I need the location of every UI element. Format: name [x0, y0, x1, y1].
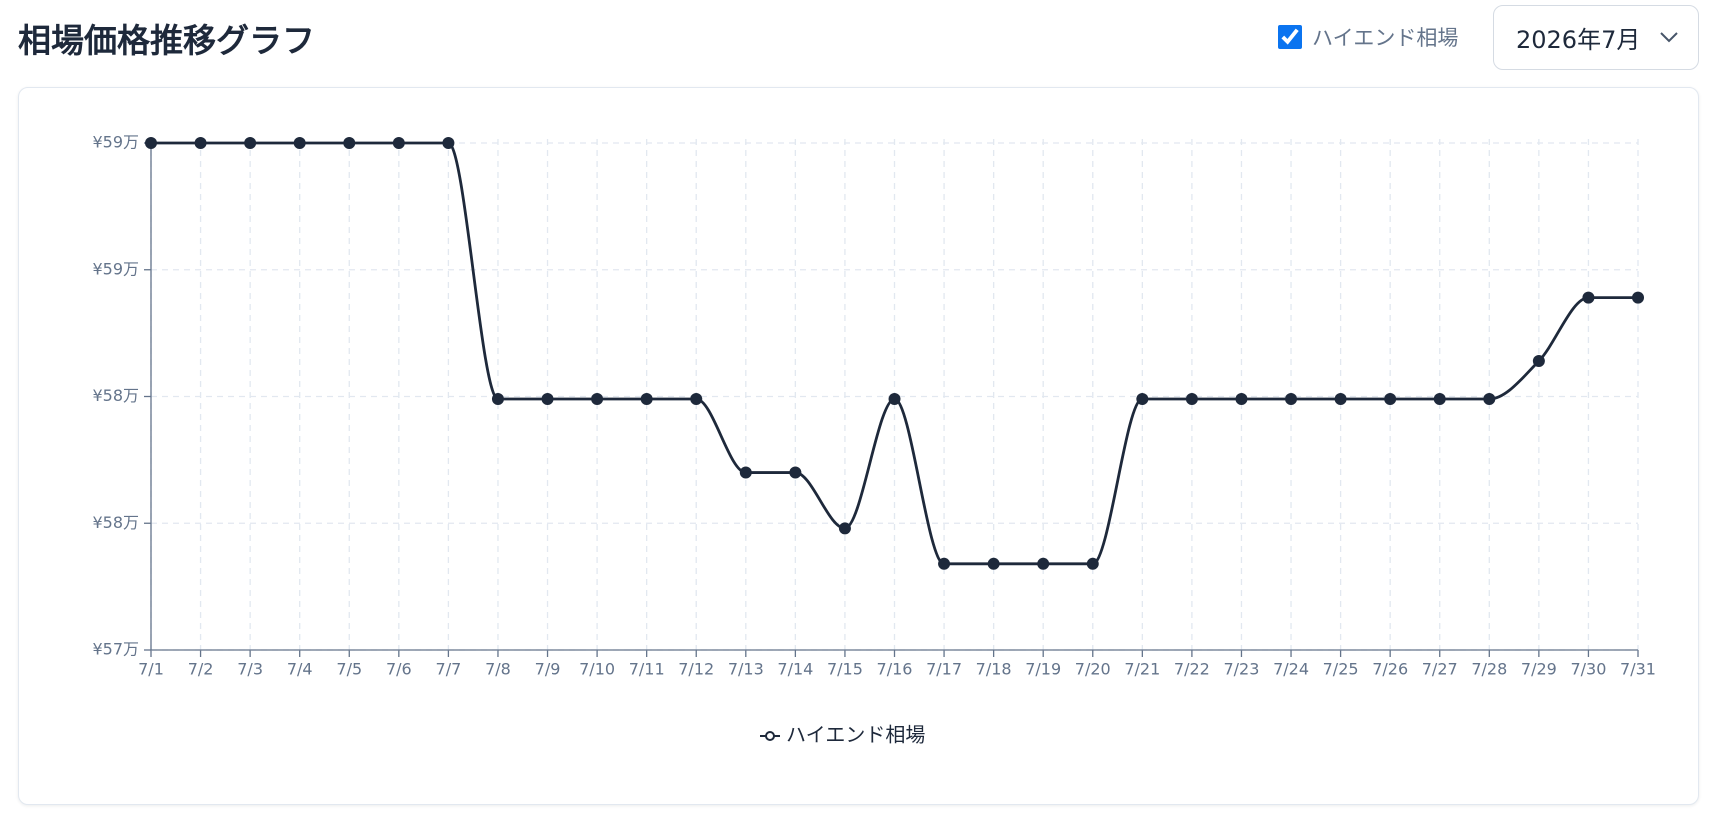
x-tick-label: 7/16 — [877, 660, 913, 679]
data-point — [1632, 291, 1644, 304]
y-tick-label: ¥59万 — [92, 133, 139, 152]
data-point — [1136, 393, 1149, 406]
x-tick-label: 7/30 — [1570, 660, 1606, 679]
x-tick-label: 7/13 — [728, 660, 764, 679]
legend-label: ハイエンド相場 — [786, 723, 925, 747]
data-point — [1086, 557, 1099, 570]
data-point — [1037, 557, 1050, 570]
x-tick-label: 7/7 — [436, 660, 462, 679]
data-point — [739, 466, 752, 479]
x-tick-label: 7/8 — [485, 660, 511, 679]
x-tick-label: 7/27 — [1422, 660, 1458, 679]
data-point — [343, 137, 356, 149]
y-tick-label: ¥57万 — [92, 640, 139, 659]
data-point — [1285, 393, 1298, 406]
x-tick-label: 7/23 — [1223, 660, 1259, 679]
y-tick-label: ¥58万 — [92, 386, 139, 405]
data-point — [194, 137, 207, 149]
data-point — [1334, 393, 1347, 406]
data-point — [987, 557, 1000, 570]
legend-marker — [765, 731, 775, 741]
month-select-value: 2026年7月 — [1516, 26, 1641, 54]
series-toggle[interactable]: ハイエンド相場 — [1278, 22, 1458, 52]
x-tick-label: 7/12 — [678, 660, 714, 679]
x-tick-label: 7/15 — [827, 660, 863, 679]
data-point — [491, 393, 504, 406]
x-tick-label: 7/21 — [1124, 660, 1160, 679]
data-point — [1235, 393, 1248, 406]
x-tick-label: 7/3 — [237, 660, 263, 679]
data-point — [1532, 355, 1545, 368]
data-point — [838, 522, 851, 535]
x-tick-label: 7/5 — [336, 660, 362, 679]
data-point — [1483, 393, 1496, 406]
x-tick-label: 7/19 — [1025, 660, 1061, 679]
data-point — [1582, 291, 1595, 304]
chevron-icon — [1660, 32, 1678, 43]
data-point — [442, 137, 455, 149]
x-tick-label: 7/26 — [1372, 660, 1408, 679]
data-point — [640, 393, 653, 406]
x-tick-label: 7/11 — [629, 660, 665, 679]
data-point — [541, 393, 554, 406]
x-tick-label: 7/18 — [976, 660, 1012, 679]
data-point — [244, 137, 257, 149]
series-toggle-label: ハイエンド相場 — [1312, 26, 1459, 50]
y-tick-label: ¥59万 — [92, 259, 139, 278]
data-point — [1433, 393, 1446, 406]
x-tick-label: 7/31 — [1620, 660, 1656, 679]
data-point — [888, 393, 901, 406]
x-tick-label: 7/29 — [1521, 660, 1557, 679]
data-point — [938, 557, 951, 570]
x-tick-label: 7/9 — [535, 660, 561, 679]
x-tick-label: 7/1 — [138, 660, 164, 679]
x-tick-label: 7/28 — [1471, 660, 1507, 679]
x-tick-label: 7/14 — [777, 660, 813, 679]
x-tick-label: 7/10 — [579, 660, 615, 679]
data-point — [789, 466, 802, 479]
x-tick-label: 7/17 — [926, 660, 962, 679]
x-tick-label: 7/24 — [1273, 660, 1309, 679]
data-point — [591, 393, 604, 406]
month-select[interactable]: 2026年7月 — [1493, 5, 1699, 70]
x-tick-label: 7/25 — [1323, 660, 1359, 679]
x-tick-label: 7/6 — [386, 660, 412, 679]
data-point — [293, 137, 306, 149]
x-tick-label: 7/22 — [1174, 660, 1210, 679]
page-title: 相場価格推移グラフ — [18, 21, 315, 60]
chart-card — [18, 87, 1699, 805]
data-point — [1384, 393, 1397, 406]
x-tick-label: 7/4 — [287, 660, 313, 679]
series-checkbox[interactable] — [1278, 25, 1302, 49]
data-point — [145, 137, 157, 149]
x-tick-label: 7/20 — [1075, 660, 1111, 679]
data-point — [392, 137, 405, 149]
x-tick-label: 7/2 — [188, 660, 214, 679]
data-point — [690, 393, 703, 406]
data-point — [1185, 393, 1198, 406]
y-tick-label: ¥58万 — [92, 513, 139, 532]
